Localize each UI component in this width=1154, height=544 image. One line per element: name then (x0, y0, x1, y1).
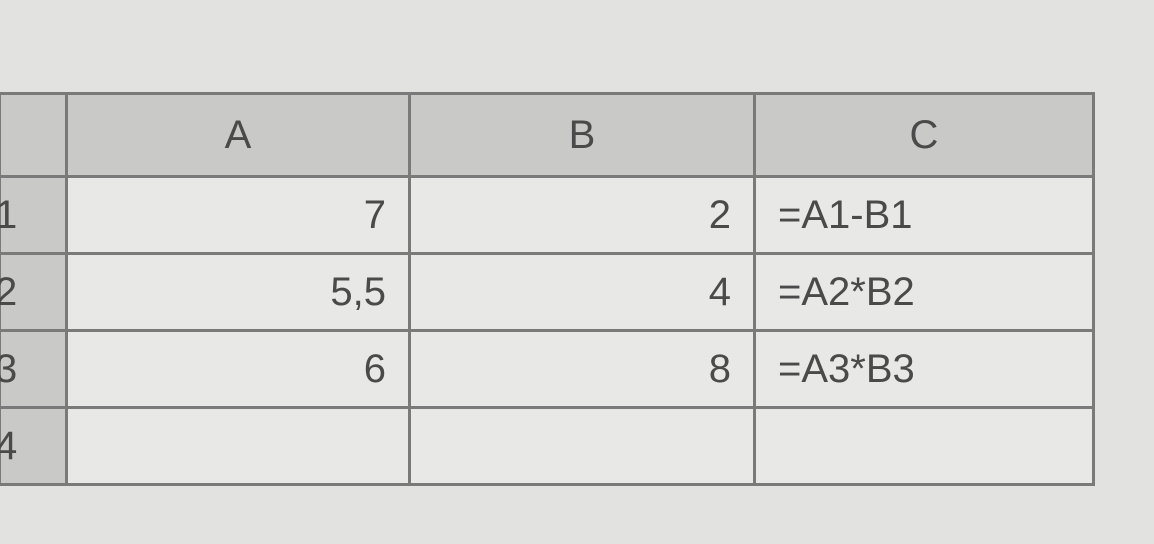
cell-b3[interactable]: 8 (408, 329, 756, 409)
cell-b1[interactable]: 2 (408, 175, 756, 255)
cell-b4[interactable] (408, 406, 756, 486)
row-number: 1 (0, 192, 18, 237)
column-header-c[interactable]: C (753, 92, 1095, 178)
column-header-row: A B C (0, 92, 1095, 178)
spreadsheet-grid: A B C 1 7 2 =A1-B1 2 5,5 4 =A2*B2 3 6 8 … (0, 92, 1095, 486)
table-row: 1 7 2 =A1-B1 (0, 175, 1095, 255)
corner-cell[interactable] (0, 92, 68, 178)
row-header[interactable]: 2 (0, 252, 68, 332)
column-header-a[interactable]: A (65, 92, 411, 178)
cell-c4[interactable] (753, 406, 1095, 486)
row-number: 4 (0, 423, 18, 468)
row-header[interactable]: 4 (0, 406, 68, 486)
cell-a4[interactable] (65, 406, 411, 486)
row-header[interactable]: 3 (0, 329, 68, 409)
cell-b2[interactable]: 4 (408, 252, 756, 332)
row-number: 3 (0, 346, 18, 391)
cell-a3[interactable]: 6 (65, 329, 411, 409)
cell-a1[interactable]: 7 (65, 175, 411, 255)
row-header[interactable]: 1 (0, 175, 68, 255)
cell-c1[interactable]: =A1-B1 (753, 175, 1095, 255)
cell-c2[interactable]: =A2*B2 (753, 252, 1095, 332)
row-number: 2 (0, 269, 18, 314)
table-row: 2 5,5 4 =A2*B2 (0, 252, 1095, 332)
cell-a2[interactable]: 5,5 (65, 252, 411, 332)
cell-c3[interactable]: =A3*B3 (753, 329, 1095, 409)
table-row: 3 6 8 =A3*B3 (0, 329, 1095, 409)
column-header-b[interactable]: B (408, 92, 756, 178)
table-row: 4 (0, 406, 1095, 486)
